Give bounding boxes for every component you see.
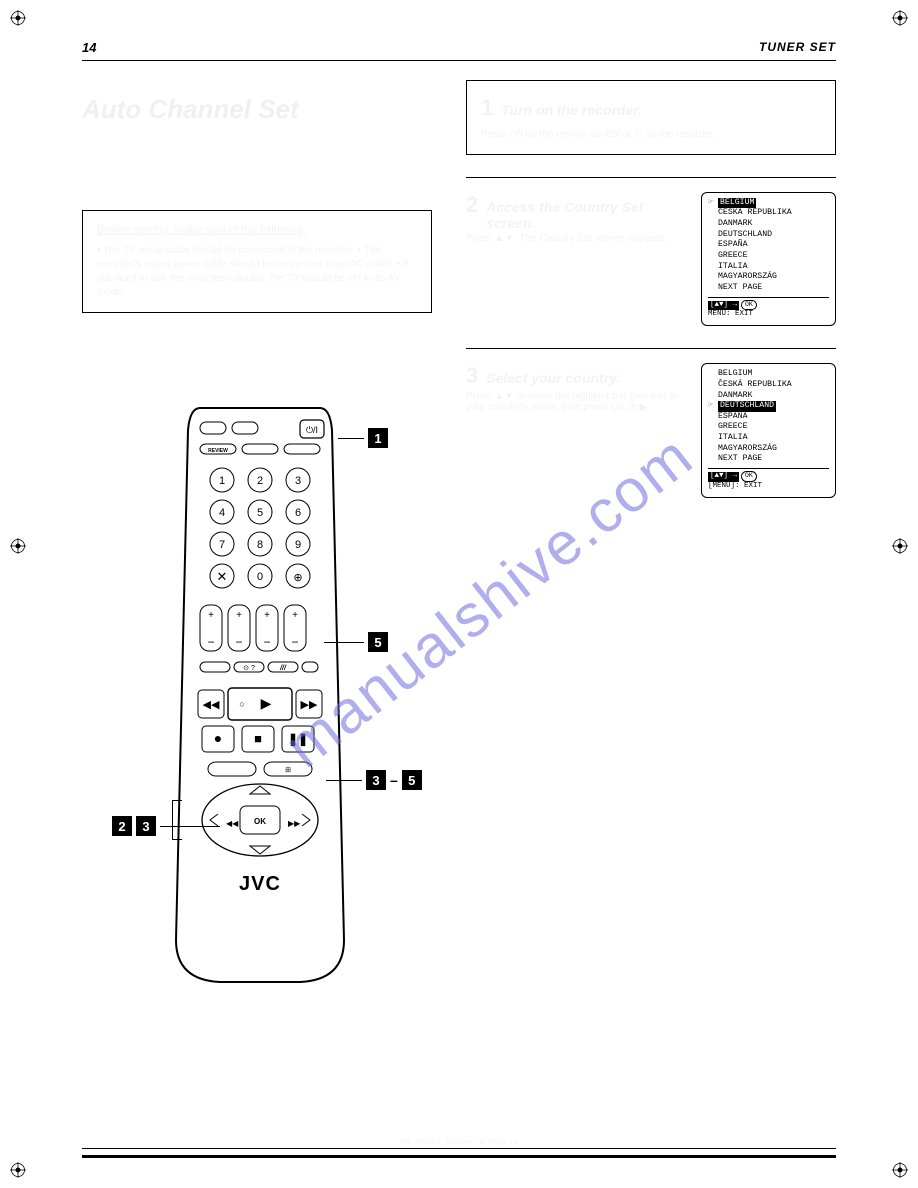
svg-text:///: /// <box>279 665 287 672</box>
svg-text:3: 3 <box>295 475 301 487</box>
svg-text:❚❚: ❚❚ <box>288 732 308 747</box>
svg-text:−: − <box>207 635 214 649</box>
svg-text:✕: ✕ <box>217 569 228 584</box>
svg-text:+: + <box>264 610 270 621</box>
step-number: 3 <box>466 363 478 389</box>
step-body: Press ⏻/I on the remote control or ⏻ on … <box>481 128 821 142</box>
callout-number: 5 <box>368 632 388 652</box>
callout-3-5: 3 – 5 <box>326 770 422 790</box>
svg-text:▶: ▶ <box>261 695 272 711</box>
osd-screen-country-2: BELGIUM ČESKÁ REPUBLIKA DANMARK☞DEUTSCHL… <box>701 363 836 497</box>
registration-mark-tl <box>10 10 26 26</box>
svg-text:◀◀: ◀◀ <box>203 699 220 711</box>
callout-number: 3 <box>366 770 386 790</box>
registration-mark-tr <box>892 10 908 26</box>
callout-number: 5 <box>402 770 422 790</box>
svg-text:5: 5 <box>257 507 263 519</box>
svg-text:+: + <box>292 610 298 621</box>
step-3: 3 Select your country. Press ▲▼ to move … <box>466 363 836 497</box>
svg-text:6: 6 <box>295 507 301 519</box>
step-number: 2 <box>466 192 478 218</box>
svg-text:⊙ ?: ⊙ ? <box>243 665 255 672</box>
step-title: Turn on the recorder. <box>501 101 642 121</box>
svg-text:−: − <box>235 635 242 649</box>
dash: – <box>390 772 398 788</box>
registration-mark-bl <box>10 1162 26 1178</box>
svg-text:OK: OK <box>254 817 266 826</box>
step-number: 1 <box>481 93 493 124</box>
svg-text:▶▶: ▶▶ <box>301 699 318 711</box>
callout-2-3: 3 2 <box>112 816 220 836</box>
step-body: Press ▲▼ to move the highlight bar (poin… <box>466 391 689 413</box>
callout-5: 5 <box>324 632 388 652</box>
registration-mark-br <box>892 1162 908 1178</box>
separator <box>466 177 836 178</box>
section-title: Auto Channel Set <box>82 95 299 124</box>
svg-text:2: 2 <box>257 475 263 487</box>
svg-text:⏻/I: ⏻/I <box>306 425 318 435</box>
step-1-frame: 1 Turn on the recorder. Press ⏻/I on the… <box>466 80 836 155</box>
preface-body: • The TV aerial cable should be connecte… <box>97 244 417 300</box>
svg-text:⊕: ⊕ <box>293 572 302 584</box>
svg-text:⊞: ⊞ <box>285 767 291 774</box>
step-title: Access the Country Set screen. <box>486 199 689 231</box>
step-title: Select your country. <box>486 370 620 386</box>
osd-screen-country-1: ☞BELGIUM ČESKÁ REPUBLIKA DANMARK DEUTSCH… <box>701 192 836 326</box>
svg-text:○: ○ <box>239 699 244 709</box>
svg-text:▶▶: ▶▶ <box>288 819 301 828</box>
remote-illustration: ⏻/I REVIEW 1 2 3 4 5 6 7 8 9 ✕ 0 ⊕ + − + −… <box>170 400 350 993</box>
callout-number: 2 <box>112 816 132 836</box>
svg-text:◀◀: ◀◀ <box>226 819 239 828</box>
svg-text:JVC: JVC <box>239 873 281 895</box>
separator <box>466 348 836 349</box>
svg-text:+: + <box>236 610 242 621</box>
svg-text:●: ● <box>214 730 222 746</box>
preface-title: Before starting, make sure of the follow… <box>97 223 417 238</box>
svg-text:REVIEW: REVIEW <box>208 448 228 454</box>
callout-1: 1 <box>338 428 388 448</box>
svg-text:1: 1 <box>219 475 225 487</box>
registration-mark-ml <box>10 538 26 554</box>
callout-number: 1 <box>368 428 388 448</box>
footer-bar <box>82 1148 836 1158</box>
step-body: Press ▲▼. The Country Set screen appears… <box>466 233 689 244</box>
svg-text:−: − <box>263 635 270 649</box>
svg-text:7: 7 <box>219 539 225 551</box>
registration-mark-mr <box>892 538 908 554</box>
svg-text:−: − <box>291 635 298 649</box>
page-number: 14 <box>82 40 96 55</box>
footer-filename: HR-J695EK_03Tuner.fm Page 14 <box>400 1139 518 1146</box>
svg-text:9: 9 <box>295 539 301 551</box>
svg-text:+: + <box>208 610 214 621</box>
header-rule <box>82 60 836 61</box>
svg-text:0: 0 <box>257 571 263 583</box>
svg-text:■: ■ <box>254 731 262 746</box>
step-2: 2 Access the Country Set screen. Press ▲… <box>466 192 836 326</box>
callout-bracket <box>172 800 182 840</box>
svg-text:4: 4 <box>219 507 225 519</box>
svg-text:8: 8 <box>257 539 263 551</box>
preface-box: Before starting, make sure of the follow… <box>82 210 432 313</box>
page-header: TUNER SET <box>759 40 836 54</box>
callout-number: 3 <box>136 816 156 836</box>
